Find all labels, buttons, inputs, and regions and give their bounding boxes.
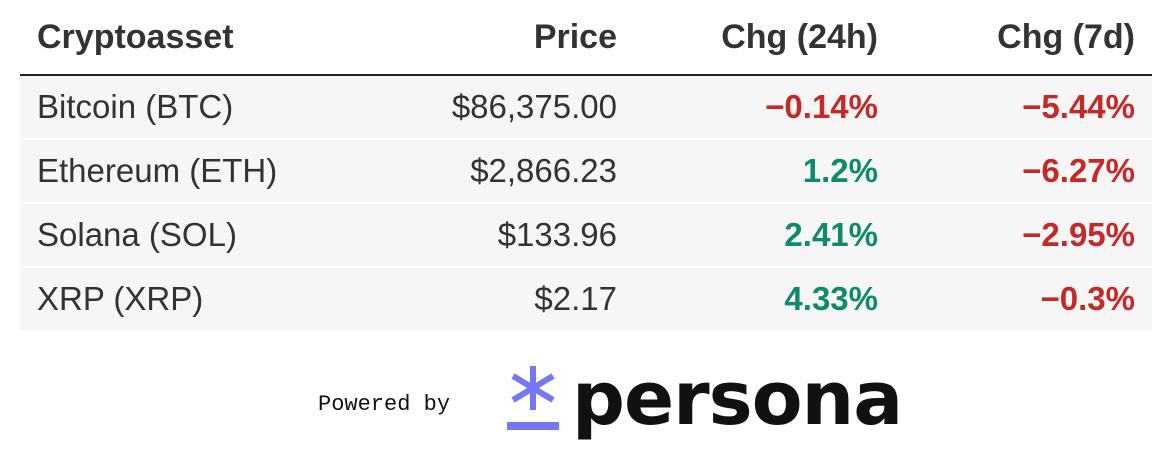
asset-name: Solana (SOL) <box>20 202 350 267</box>
asset-name: Ethereum (ETH) <box>20 138 350 203</box>
table-row: Solana (SOL) $133.96 2.41% −2.95% <box>20 202 1152 267</box>
change: −2.95% <box>898 202 1152 267</box>
change: −0.14% <box>637 74 898 139</box>
change: −6.27% <box>898 138 1152 203</box>
crypto-table: Cryptoasset Price Chg (24h) Chg (7d) Bitcoi… <box>20 0 1152 330</box>
column-header: Chg (24h) <box>637 0 898 76</box>
column-header: Cryptoasset <box>20 0 350 76</box>
price: $86,375.00 <box>350 74 637 139</box>
column-header: Chg (7d) <box>898 0 1152 76</box>
change: −5.44% <box>898 74 1152 139</box>
table-row: XRP (XRP) $2.17 4.33% −0.3% <box>20 266 1152 330</box>
asset-name: XRP (XRP) <box>20 266 350 330</box>
brand-name: persona <box>572 356 903 442</box>
table-row: Ethereum (ETH) $2,866.23 1.2% −6.27% <box>20 138 1152 203</box>
table-row: Bitcoin (BTC) $86,375.00 −0.14% −5.44% <box>20 74 1152 139</box>
change: 2.41% <box>637 202 898 267</box>
change: 4.33% <box>637 266 898 330</box>
price: $2,866.23 <box>350 138 637 203</box>
table-body: Bitcoin (BTC) $86,375.00 −0.14% −5.44% Ether… <box>20 74 1152 330</box>
column-header: Price <box>350 0 637 76</box>
header-row: Cryptoasset Price Chg (24h) Chg (7d) <box>20 0 1152 76</box>
price: $133.96 <box>350 202 637 267</box>
price: $2.17 <box>350 266 637 330</box>
change: 1.2% <box>637 138 898 203</box>
asset-name: Bitcoin (BTC) <box>20 74 350 139</box>
logo-icon <box>507 366 559 430</box>
change: −0.3% <box>898 266 1152 330</box>
powered-by: Powered by <box>318 392 451 417</box>
